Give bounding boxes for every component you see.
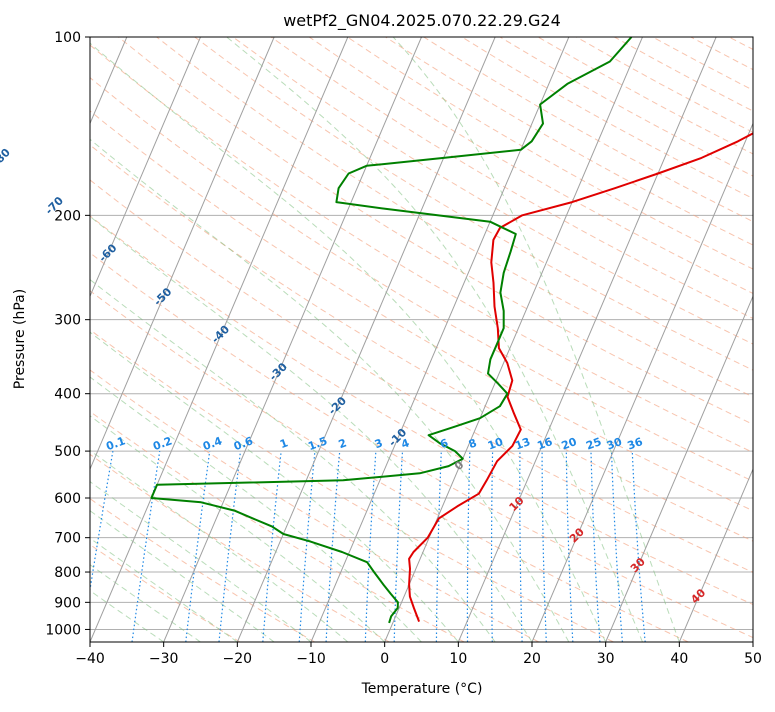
x-tick-label: 20 <box>523 651 541 667</box>
x-tick-label: −20 <box>223 651 253 667</box>
x-tick-label: −40 <box>75 651 105 667</box>
y-tick-label: 600 <box>54 491 81 507</box>
chart-title: wetPf2_GN04.2025.070.22.29.G24 <box>283 11 561 31</box>
y-tick-label: 900 <box>54 595 81 611</box>
x-axis-label: Temperature (°C) <box>361 681 483 697</box>
x-tick-label: −30 <box>149 651 179 667</box>
x-tick-label: 50 <box>744 651 762 667</box>
y-tick-label: 700 <box>54 531 81 547</box>
y-tick-label: 300 <box>54 313 81 329</box>
x-tick-label: −10 <box>296 651 326 667</box>
x-tick-label: 0 <box>380 651 389 667</box>
y-tick-label: 500 <box>54 444 81 460</box>
y-axis-label: Pressure (hPa) <box>12 289 28 389</box>
x-tick-label: 40 <box>670 651 688 667</box>
x-tick-label: 10 <box>449 651 467 667</box>
y-tick-label: 200 <box>54 208 81 224</box>
y-tick-label: 1000 <box>45 622 81 638</box>
plot-area <box>90 37 753 642</box>
x-tick-label: 30 <box>597 651 615 667</box>
y-tick-label: 400 <box>54 387 81 403</box>
y-tick-label: 100 <box>54 30 81 46</box>
y-tick-label: 800 <box>54 565 81 581</box>
